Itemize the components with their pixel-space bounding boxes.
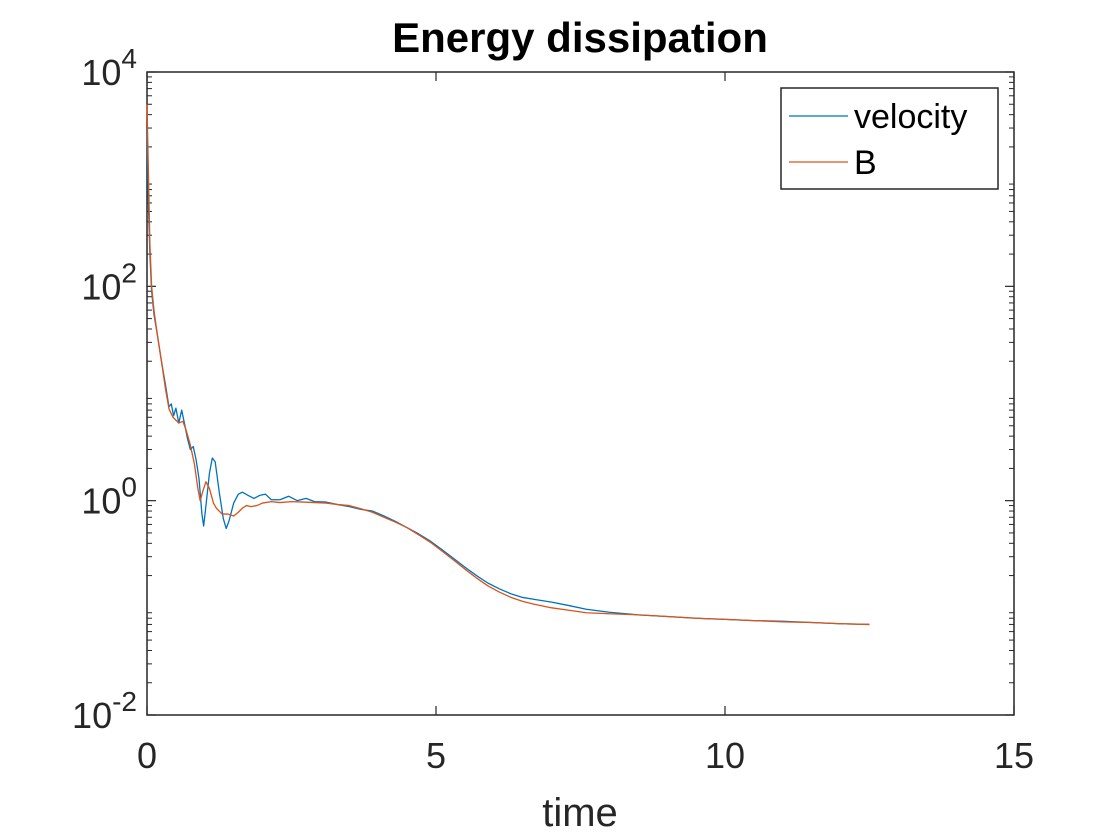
series-line-b xyxy=(146,104,870,626)
x-tick-label: 5 xyxy=(426,735,446,776)
major-ticks xyxy=(146,71,1015,716)
x-axis-label: time xyxy=(542,791,618,835)
legend: velocity B xyxy=(780,87,999,190)
legend-box xyxy=(780,87,999,190)
x-tick-label: 10 xyxy=(705,735,745,776)
y-tick-label: 100 xyxy=(81,472,137,522)
y-tick-label: 102 xyxy=(81,257,137,307)
x-tick-labels: 0 5 10 15 xyxy=(137,735,1034,776)
x-tick-label: 15 xyxy=(994,735,1034,776)
y-tick-label: 104 xyxy=(81,43,137,93)
series-line-velocity xyxy=(146,128,870,626)
x-tick-label: 0 xyxy=(137,735,157,776)
series-lines xyxy=(146,104,870,626)
legend-label-b: B xyxy=(854,144,877,182)
y-tick-labels: 10-2 100 102 104 xyxy=(72,43,137,736)
chart-title: Energy dissipation xyxy=(392,14,768,61)
legend-label-velocity: velocity xyxy=(854,98,967,136)
minor-ticks xyxy=(147,76,1014,684)
y-tick-label: 10-2 xyxy=(72,686,137,736)
